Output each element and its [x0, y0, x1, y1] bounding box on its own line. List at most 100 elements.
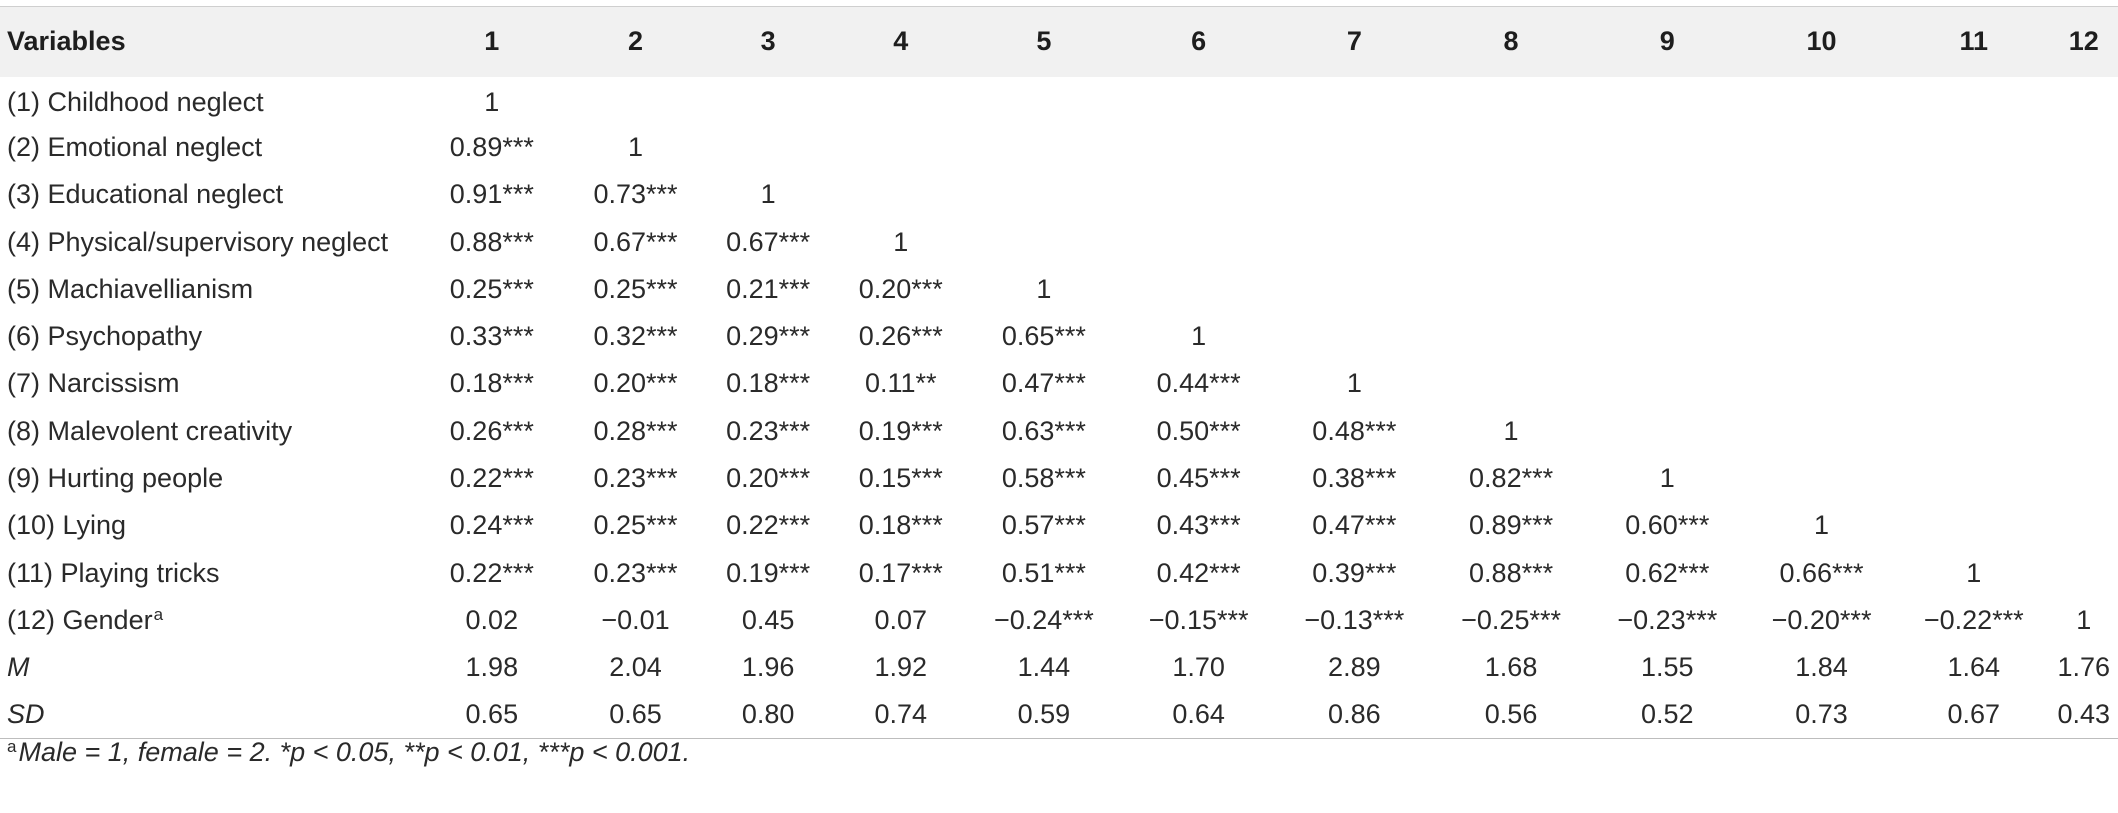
table-cell: 0.57***: [1001, 510, 1086, 541]
table-cell: 0.65: [609, 699, 662, 730]
table-cell: [1898, 360, 2050, 407]
table-cell: 0.15***: [858, 463, 943, 494]
table-cell: −0.20***: [1771, 604, 1872, 635]
table-cell: 0.32***: [593, 321, 678, 352]
table-cell: 0.18***: [726, 368, 811, 399]
table-cell: 0.20***: [593, 368, 678, 399]
table-cell: −0.23***: [1617, 604, 1718, 635]
row-label: (7) Narcissism: [0, 360, 414, 407]
row-label: (9) Hurting people: [0, 455, 414, 502]
table-cell: −0.22***: [1923, 604, 2024, 635]
table-cell: [1433, 313, 1590, 360]
table-cell: 0.52: [1641, 699, 1694, 730]
row-label-text: (2) Emotional neglect: [7, 131, 263, 162]
table-cell: 0.07: [874, 604, 927, 635]
row-label-text: (12) Gender: [7, 604, 153, 635]
header-col-1: 1: [484, 26, 500, 57]
table-cell: 0.45***: [1156, 463, 1241, 494]
table-cell: [1589, 218, 1745, 265]
stat-row: M 1.98 2.04 1.96 1.92 1.44 1.70 2.89 1.68 1.55 1.8…: [0, 644, 2118, 691]
table-cell: 0.47***: [1312, 510, 1397, 541]
table-cell: 0.43***: [1156, 510, 1241, 541]
table-cell: 1.55: [1641, 652, 1694, 683]
table-cell: [1276, 124, 1433, 171]
row-label-text: SD: [7, 699, 45, 730]
stat-row: SD 0.65 0.65 0.80 0.74 0.59 0.64 0.86 0.56 0.52 0.…: [0, 691, 2118, 739]
footnote-text: Male = 1, female = 2. *p < 0.05, **p < 0…: [18, 737, 691, 767]
table-cell: 0.88***: [449, 226, 534, 257]
header-col-4: 4: [893, 26, 909, 57]
table-cell: 0.22***: [449, 557, 534, 588]
table-cell: [2050, 502, 2118, 549]
table-cell: 0.67: [1947, 699, 2001, 730]
table-cell: [1898, 408, 2050, 455]
row-label-text: (5) Machiavellianism: [7, 273, 254, 304]
table-cell: 0.88***: [1469, 557, 1554, 588]
row-label-text: (9) Hurting people: [7, 463, 224, 494]
table-cell: 0.65: [465, 699, 519, 730]
table-cell: [1276, 218, 1433, 265]
table-cell: 1: [1659, 463, 1675, 494]
row-label-text: (8) Malevolent creativity: [7, 415, 293, 446]
table-row: (9) Hurting people 0.22*** 0.23*** 0.20*** 0…: [0, 455, 2118, 502]
table-cell: [1121, 124, 1276, 171]
table-cell: 1: [760, 179, 776, 210]
table-cell: [1745, 77, 1898, 124]
table-cell: 0.60***: [1625, 510, 1710, 541]
table-cell: [967, 124, 1122, 171]
table-cell: 0.39***: [1312, 557, 1397, 588]
table-row: (4) Physical/supervisory neglect 0.88*** 0…: [0, 218, 2118, 265]
table-cell: 0.18***: [449, 368, 534, 399]
table-cell: [1898, 171, 2050, 218]
table-cell: [1745, 313, 1898, 360]
table-cell: [1276, 171, 1433, 218]
table-cell: [1898, 124, 2050, 171]
table-cell: 0.28***: [593, 415, 678, 446]
table-cell: 0.19***: [726, 557, 811, 588]
table-cell: 0.45: [741, 604, 795, 635]
table-cell: 0.38***: [1312, 463, 1397, 494]
table-cell: 0.59: [1017, 699, 1071, 730]
table-cell: −0.25***: [1461, 604, 1561, 635]
row-label: (4) Physical/supervisory neglect: [0, 218, 414, 265]
table-cell: 0.63***: [1001, 415, 1086, 446]
table-cell: [1121, 77, 1276, 124]
table-cell: [701, 124, 835, 171]
table-cell: 0.20***: [858, 273, 943, 304]
table-cell: [1745, 266, 1898, 313]
row-label-text: (3) Educational neglect: [7, 179, 284, 210]
table-cell: 1: [484, 86, 500, 117]
table-cell: [1589, 360, 1745, 407]
table-cell: 0.67***: [726, 226, 811, 257]
table-cell: 0.26***: [858, 321, 943, 352]
table-cell: 0.73***: [593, 179, 678, 210]
row-label: (8) Malevolent creativity: [0, 408, 414, 455]
table-cell: 0.89***: [449, 131, 534, 162]
table-cell: 0.21***: [726, 273, 811, 304]
table-row: (8) Malevolent creativity 0.26*** 0.28*** 0…: [0, 408, 2118, 455]
table-row: (3) Educational neglect 0.91*** 0.73*** 1: [0, 171, 2118, 218]
table-cell: 0.82***: [1469, 463, 1554, 494]
table-cell: 1.96: [741, 652, 795, 683]
table-cell: 2.89: [1328, 652, 1381, 683]
table-cell: 0.80: [741, 699, 795, 730]
table-row: (1) Childhood neglect 1: [0, 77, 2118, 124]
table-cell: [1433, 124, 1590, 171]
table-cell: [1589, 313, 1745, 360]
table-cell: 1.68: [1484, 652, 1538, 683]
row-label: (6) Psychopathy: [0, 313, 414, 360]
row-label: (1) Childhood neglect: [0, 77, 414, 124]
row-label: (5) Machiavellianism: [0, 266, 414, 313]
table-cell: [1745, 124, 1898, 171]
table-cell: [1589, 77, 1745, 124]
header-col-9: 9: [1659, 26, 1675, 57]
table-cell: [1898, 218, 2050, 265]
footnote-superscript: a: [7, 737, 17, 756]
table-cell: −0.13***: [1304, 604, 1405, 635]
table-cell: [1745, 360, 1898, 407]
table-cell: [1898, 266, 2050, 313]
table-cell: 0.18***: [858, 510, 943, 541]
table-cell: [1589, 171, 1745, 218]
table-cell: [2050, 266, 2118, 313]
